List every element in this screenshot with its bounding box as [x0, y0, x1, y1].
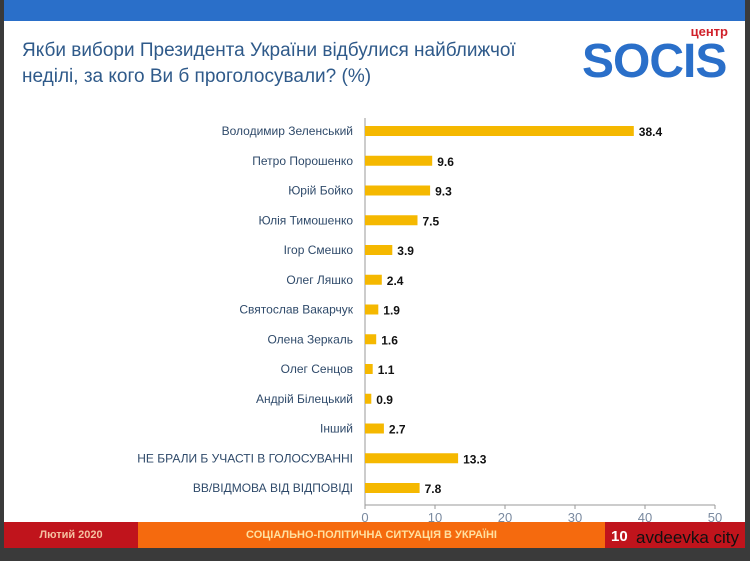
bar — [365, 126, 634, 136]
category-label: Олег Сенцов — [281, 362, 353, 376]
data-label: 9.3 — [435, 185, 452, 199]
x-tick-label: 40 — [638, 510, 652, 525]
bar — [365, 334, 377, 345]
category-label: Юрій Бойко — [288, 184, 353, 198]
logo-name: SOCIS — [582, 35, 727, 88]
data-label: 13.3 — [463, 452, 487, 466]
bar — [365, 185, 431, 196]
data-label: 9.6 — [437, 155, 454, 169]
category-label: НЕ БРАЛИ Б УЧАСТІ В ГОЛОСУВАННІ — [137, 451, 353, 465]
data-label: 7.5 — [423, 214, 440, 228]
watermark: avdeevka city — [636, 528, 739, 547]
data-label: 0.9 — [376, 393, 393, 407]
x-tick-label: 20 — [498, 510, 512, 525]
category-label: Олена Зеркаль — [267, 332, 353, 346]
chart-title: Якби вибори Президента України відбулися… — [22, 40, 516, 87]
category-label: Юлія Тимошенко — [259, 213, 354, 227]
bar — [365, 215, 418, 226]
footer-page-box: 10 — [605, 522, 745, 548]
x-tick-label: 50 — [708, 510, 722, 525]
data-label: 2.7 — [389, 423, 406, 437]
x-tick-label: 30 — [568, 510, 582, 525]
category-label: Інший — [320, 422, 353, 436]
category-label: ВВ/ВІДМОВА ВІД ВІДПОВІДІ — [193, 481, 353, 495]
data-label: 1.9 — [383, 304, 400, 318]
footer: Лютий 2020 СОЦІАЛЬНО-ПОЛІТИЧНА СИТУАЦІЯ … — [4, 522, 745, 548]
bar — [365, 245, 393, 255]
header-bar — [4, 0, 745, 21]
category-label: Святослав Вакарчук — [239, 303, 353, 317]
bar — [365, 304, 379, 315]
page-number: 10 — [611, 528, 628, 545]
data-label: 1.6 — [381, 333, 398, 347]
category-label: Олег Ляшко — [286, 273, 353, 287]
category-label: Андрій Білецький — [256, 392, 353, 406]
bar — [365, 423, 384, 434]
socis-logo: центр SOCIS — [582, 24, 742, 88]
data-label: 38.4 — [639, 125, 663, 139]
bar — [365, 483, 420, 493]
data-label: 1.1 — [378, 363, 395, 377]
footer-date: Лютий 2020 — [4, 522, 138, 548]
bar — [365, 155, 433, 166]
slide: Якби вибори Президента України відбулися… — [4, 0, 745, 548]
bar — [365, 364, 373, 374]
category-label: Володимир Зеленський — [222, 124, 353, 138]
footer-topic: СОЦІАЛЬНО-ПОЛІТИЧНА СИТУАЦІЯ В УКРАЇНІ — [138, 522, 605, 548]
x-tick-label: 10 — [428, 510, 442, 525]
bar — [365, 274, 382, 285]
x-tick-label: 0 — [361, 510, 368, 525]
bar — [365, 453, 459, 464]
data-label: 2.4 — [387, 274, 404, 288]
logo-top: центр — [690, 24, 728, 39]
data-label: 7.8 — [425, 482, 442, 496]
bar-chart: 0 10 20 30 40 50 Володимир Зеленський 38.4 Петро… — [137, 118, 722, 525]
category-label: Ігор Смешко — [284, 243, 354, 257]
category-label: Петро Порошенко — [252, 154, 353, 168]
data-label: 3.9 — [397, 244, 414, 258]
bar — [365, 393, 372, 404]
